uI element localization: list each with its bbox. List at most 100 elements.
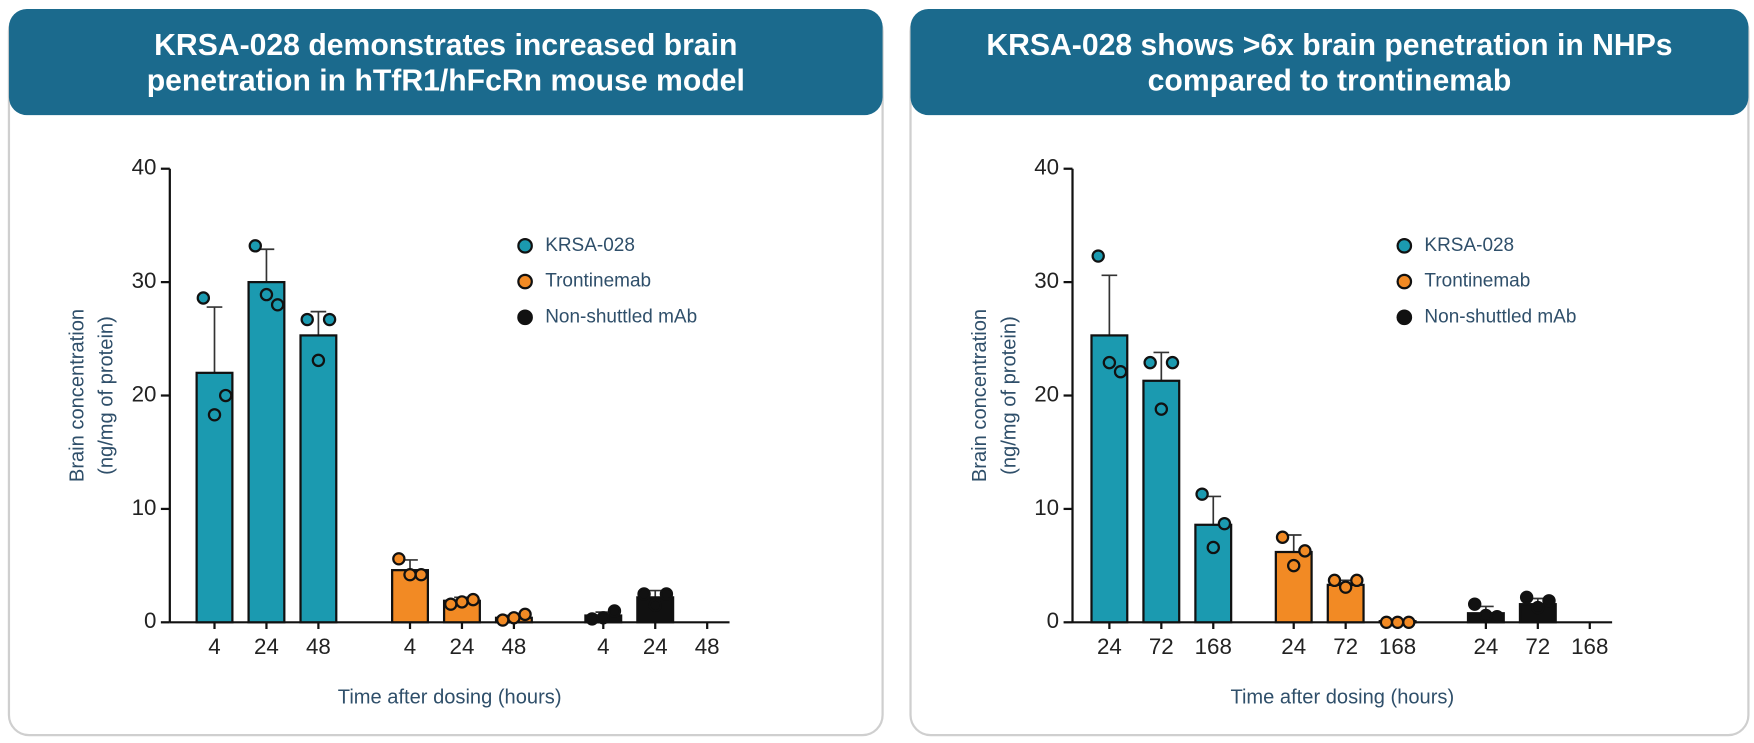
bar [247,281,286,624]
data-point [659,587,674,601]
x-tick-label: 168 [1571,634,1608,659]
bar [1142,379,1181,624]
data-point [518,607,532,622]
panel-header [8,8,883,116]
data-point [1350,573,1364,588]
data-point [1165,355,1180,370]
legend-marker [1396,273,1413,290]
data-point [207,408,222,422]
data-point [311,353,326,368]
x-tick-label: 24 [643,634,668,659]
y-axis-label: (ng/mg of protein) [998,316,1020,475]
y-axis-label: Brain concentration [67,309,89,482]
data-point [637,587,651,601]
legend-label: Trontinemab [545,271,651,292]
x-tick-label: 48 [695,634,720,659]
data-point [1154,402,1169,416]
data-point [1143,355,1157,370]
data-point [1327,573,1342,588]
x-tick-label: 48 [501,634,526,659]
data-point [444,597,458,611]
data-point [1206,540,1220,555]
panel-title: KRSA-028 shows >6x brain penetration in … [986,29,1672,62]
data-point [322,312,337,327]
x-tick-label: 72 [1333,634,1358,659]
data-point [1519,590,1534,605]
data-point [648,598,662,613]
x-tick-label: 4 [208,634,220,659]
legend-marker [517,273,533,290]
data-point [507,611,521,625]
data-point [1287,558,1301,573]
x-tick-label: 72 [1149,634,1174,659]
y-tick-label: 30 [1034,268,1059,293]
data-point [414,567,428,582]
x-tick-label: 24 [450,634,475,659]
data-point [1402,615,1416,630]
data-point [1338,580,1353,594]
panel-title: KRSA-028 demonstrates increased brain [154,29,737,62]
data-point [466,592,480,607]
x-tick-label: 4 [404,634,416,659]
y-axis-label: Brain concentration [969,309,991,482]
y-tick-label: 20 [132,381,157,406]
data-point [496,613,510,627]
data-point [392,552,406,566]
data-point [1379,615,1394,630]
x-axis-label: Time after dosing (hours) [338,687,562,709]
legend-marker [517,237,533,254]
y-tick-label: 0 [1047,608,1059,633]
data-point [1217,516,1232,531]
panel-title: compared to trontinemab [1148,65,1512,98]
y-tick-label: 20 [1034,381,1059,406]
panel-border [7,10,884,737]
x-tick-label: 4 [597,634,609,659]
x-tick-label: 48 [306,634,331,659]
legend-label: Non-shuttled mAb [1424,306,1576,327]
y-tick-label: 40 [1034,155,1059,180]
bar [299,334,338,624]
data-point [1490,609,1504,624]
x-tick-label: 24 [1473,634,1498,659]
y-tick-label: 10 [1034,495,1059,520]
legend-marker [517,309,533,326]
data-point [1091,249,1105,263]
data-point [270,298,285,312]
data-point [1275,530,1290,544]
data-point [1195,487,1209,501]
x-tick-label: 72 [1525,634,1550,659]
data-point [218,388,233,403]
data-point [403,567,417,582]
y-tick-label: 10 [132,495,157,520]
data-point [1390,615,1405,630]
legend-marker [1396,237,1413,254]
data-point [455,595,469,609]
data-point [1113,365,1128,379]
data-point [1467,597,1482,611]
data-point [259,287,274,302]
panel-title: penetration in hTfR1/hFcRn mouse model [147,65,745,98]
y-tick-label: 30 [132,268,157,293]
data-point [196,291,211,305]
data-point [607,604,622,618]
legend-label: Trontinemab [1424,271,1530,292]
data-point [1102,355,1117,370]
data-point [300,312,314,327]
data-point [1542,594,1556,608]
legend-label: KRSA-028 [545,235,635,256]
data-point [585,612,599,626]
data-point [1479,608,1493,623]
bar [1194,523,1233,624]
panel: KRSA-028 demonstrates increased brainpen… [7,8,884,737]
x-tick-label: 24 [1281,634,1306,659]
x-tick-label: 168 [1379,634,1416,659]
y-tick-label: 40 [132,155,157,180]
x-tick-label: 24 [254,634,279,659]
legend-label: KRSA-028 [1424,235,1514,256]
x-tick-label: 168 [1195,634,1232,659]
panel: KRSA-028 shows >6x brain penetration in … [909,8,1750,737]
bar [1090,334,1129,624]
data-point [1298,544,1312,558]
